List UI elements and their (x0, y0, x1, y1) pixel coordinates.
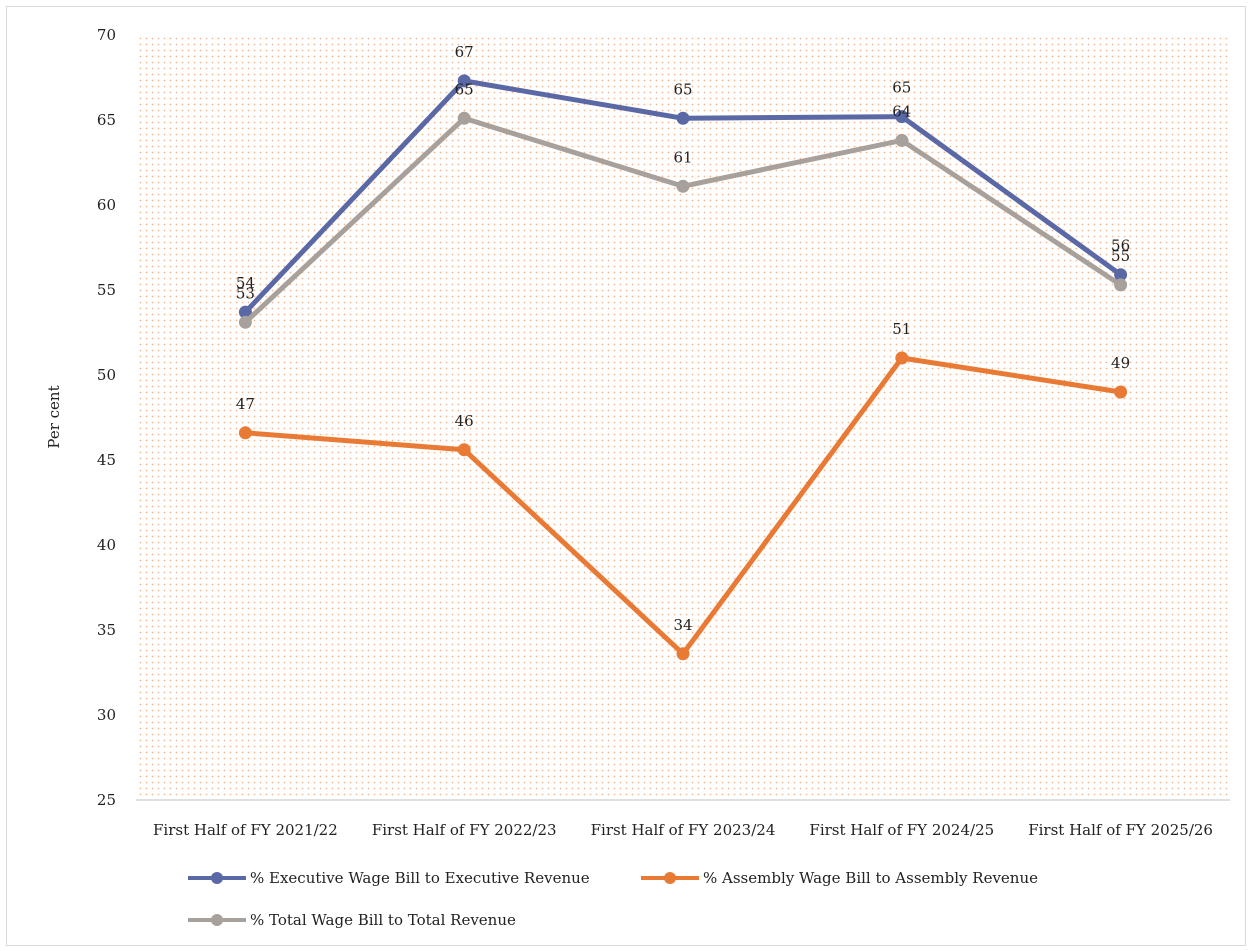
y-tick-label: 60 (97, 196, 116, 214)
data-label-executive: 65 (892, 79, 911, 97)
y-tick-label: 40 (97, 536, 116, 554)
x-tick-label: First Half of FY 2022/23 (372, 821, 557, 839)
data-label-assembly: 34 (673, 616, 692, 634)
data-label-assembly: 49 (1111, 354, 1130, 372)
legend-item-total: % Total Wage Bill to Total Revenue (188, 911, 516, 929)
x-tick-label: First Half of FY 2024/25 (809, 821, 994, 839)
data-point-assembly (457, 443, 471, 457)
y-tick-label: 70 (97, 26, 116, 44)
data-label-assembly: 46 (455, 412, 474, 430)
data-point-total (1114, 278, 1128, 292)
data-label-executive: 65 (673, 80, 692, 98)
data-point-assembly (1114, 385, 1128, 399)
data-point-executive (238, 305, 252, 319)
data-point-executive (676, 111, 690, 125)
y-axis-title: Per cent (45, 385, 63, 448)
data-label-executive: 56 (1111, 237, 1130, 255)
plot-area (136, 35, 1230, 800)
x-tick-label: First Half of FY 2021/22 (153, 821, 338, 839)
data-label-assembly: 47 (236, 395, 255, 413)
legend-item-assembly: % Assembly Wage Bill to Assembly Revenue (641, 869, 1038, 887)
y-tick-label: 35 (97, 621, 116, 639)
x-tick-label: First Half of FY 2025/26 (1028, 821, 1213, 839)
y-tick-label: 50 (97, 366, 116, 384)
data-point-total (895, 133, 909, 147)
data-point-assembly (895, 351, 909, 365)
data-label-total: 64 (892, 102, 911, 120)
data-point-total (457, 111, 471, 125)
data-label-executive: 54 (236, 274, 255, 292)
data-label-assembly: 51 (892, 320, 911, 338)
data-label-total: 65 (455, 80, 474, 98)
data-point-total (238, 315, 252, 329)
data-point-executive (895, 110, 909, 124)
legend-swatch-executive (188, 871, 246, 885)
data-label-total: 55 (1111, 247, 1130, 265)
x-tick-label: First Half of FY 2023/24 (591, 821, 776, 839)
data-point-assembly (238, 426, 252, 440)
data-label-total: 61 (673, 148, 692, 166)
chart-frame: 25 30 35 40 45 50 55 60 65 70 First Half of FY 20… (6, 6, 1246, 946)
data-point-total (676, 179, 690, 193)
legend-item-executive: % Executive Wage Bill to Executive Reven… (188, 869, 590, 887)
y-tick-label: 65 (97, 111, 116, 129)
y-tick-label: 25 (97, 791, 116, 809)
data-label-executive: 67 (455, 43, 474, 61)
legend-label-assembly: % Assembly Wage Bill to Assembly Revenue (703, 869, 1038, 887)
data-point-executive (1114, 268, 1128, 282)
legend-swatch-total (188, 913, 246, 927)
data-label-total: 53 (236, 284, 255, 302)
legend-label-total: % Total Wage Bill to Total Revenue (250, 911, 516, 929)
y-tick-label: 55 (97, 281, 116, 299)
line-chart: 25 30 35 40 45 50 55 60 65 70 First Half of FY 20… (45, 26, 1230, 839)
y-tick-label: 30 (97, 706, 116, 724)
legend-label-executive: % Executive Wage Bill to Executive Reven… (250, 869, 590, 887)
y-tick-label: 45 (97, 451, 116, 469)
data-point-assembly (676, 647, 690, 661)
data-point-executive (457, 74, 471, 88)
legend-swatch-assembly (641, 871, 699, 885)
